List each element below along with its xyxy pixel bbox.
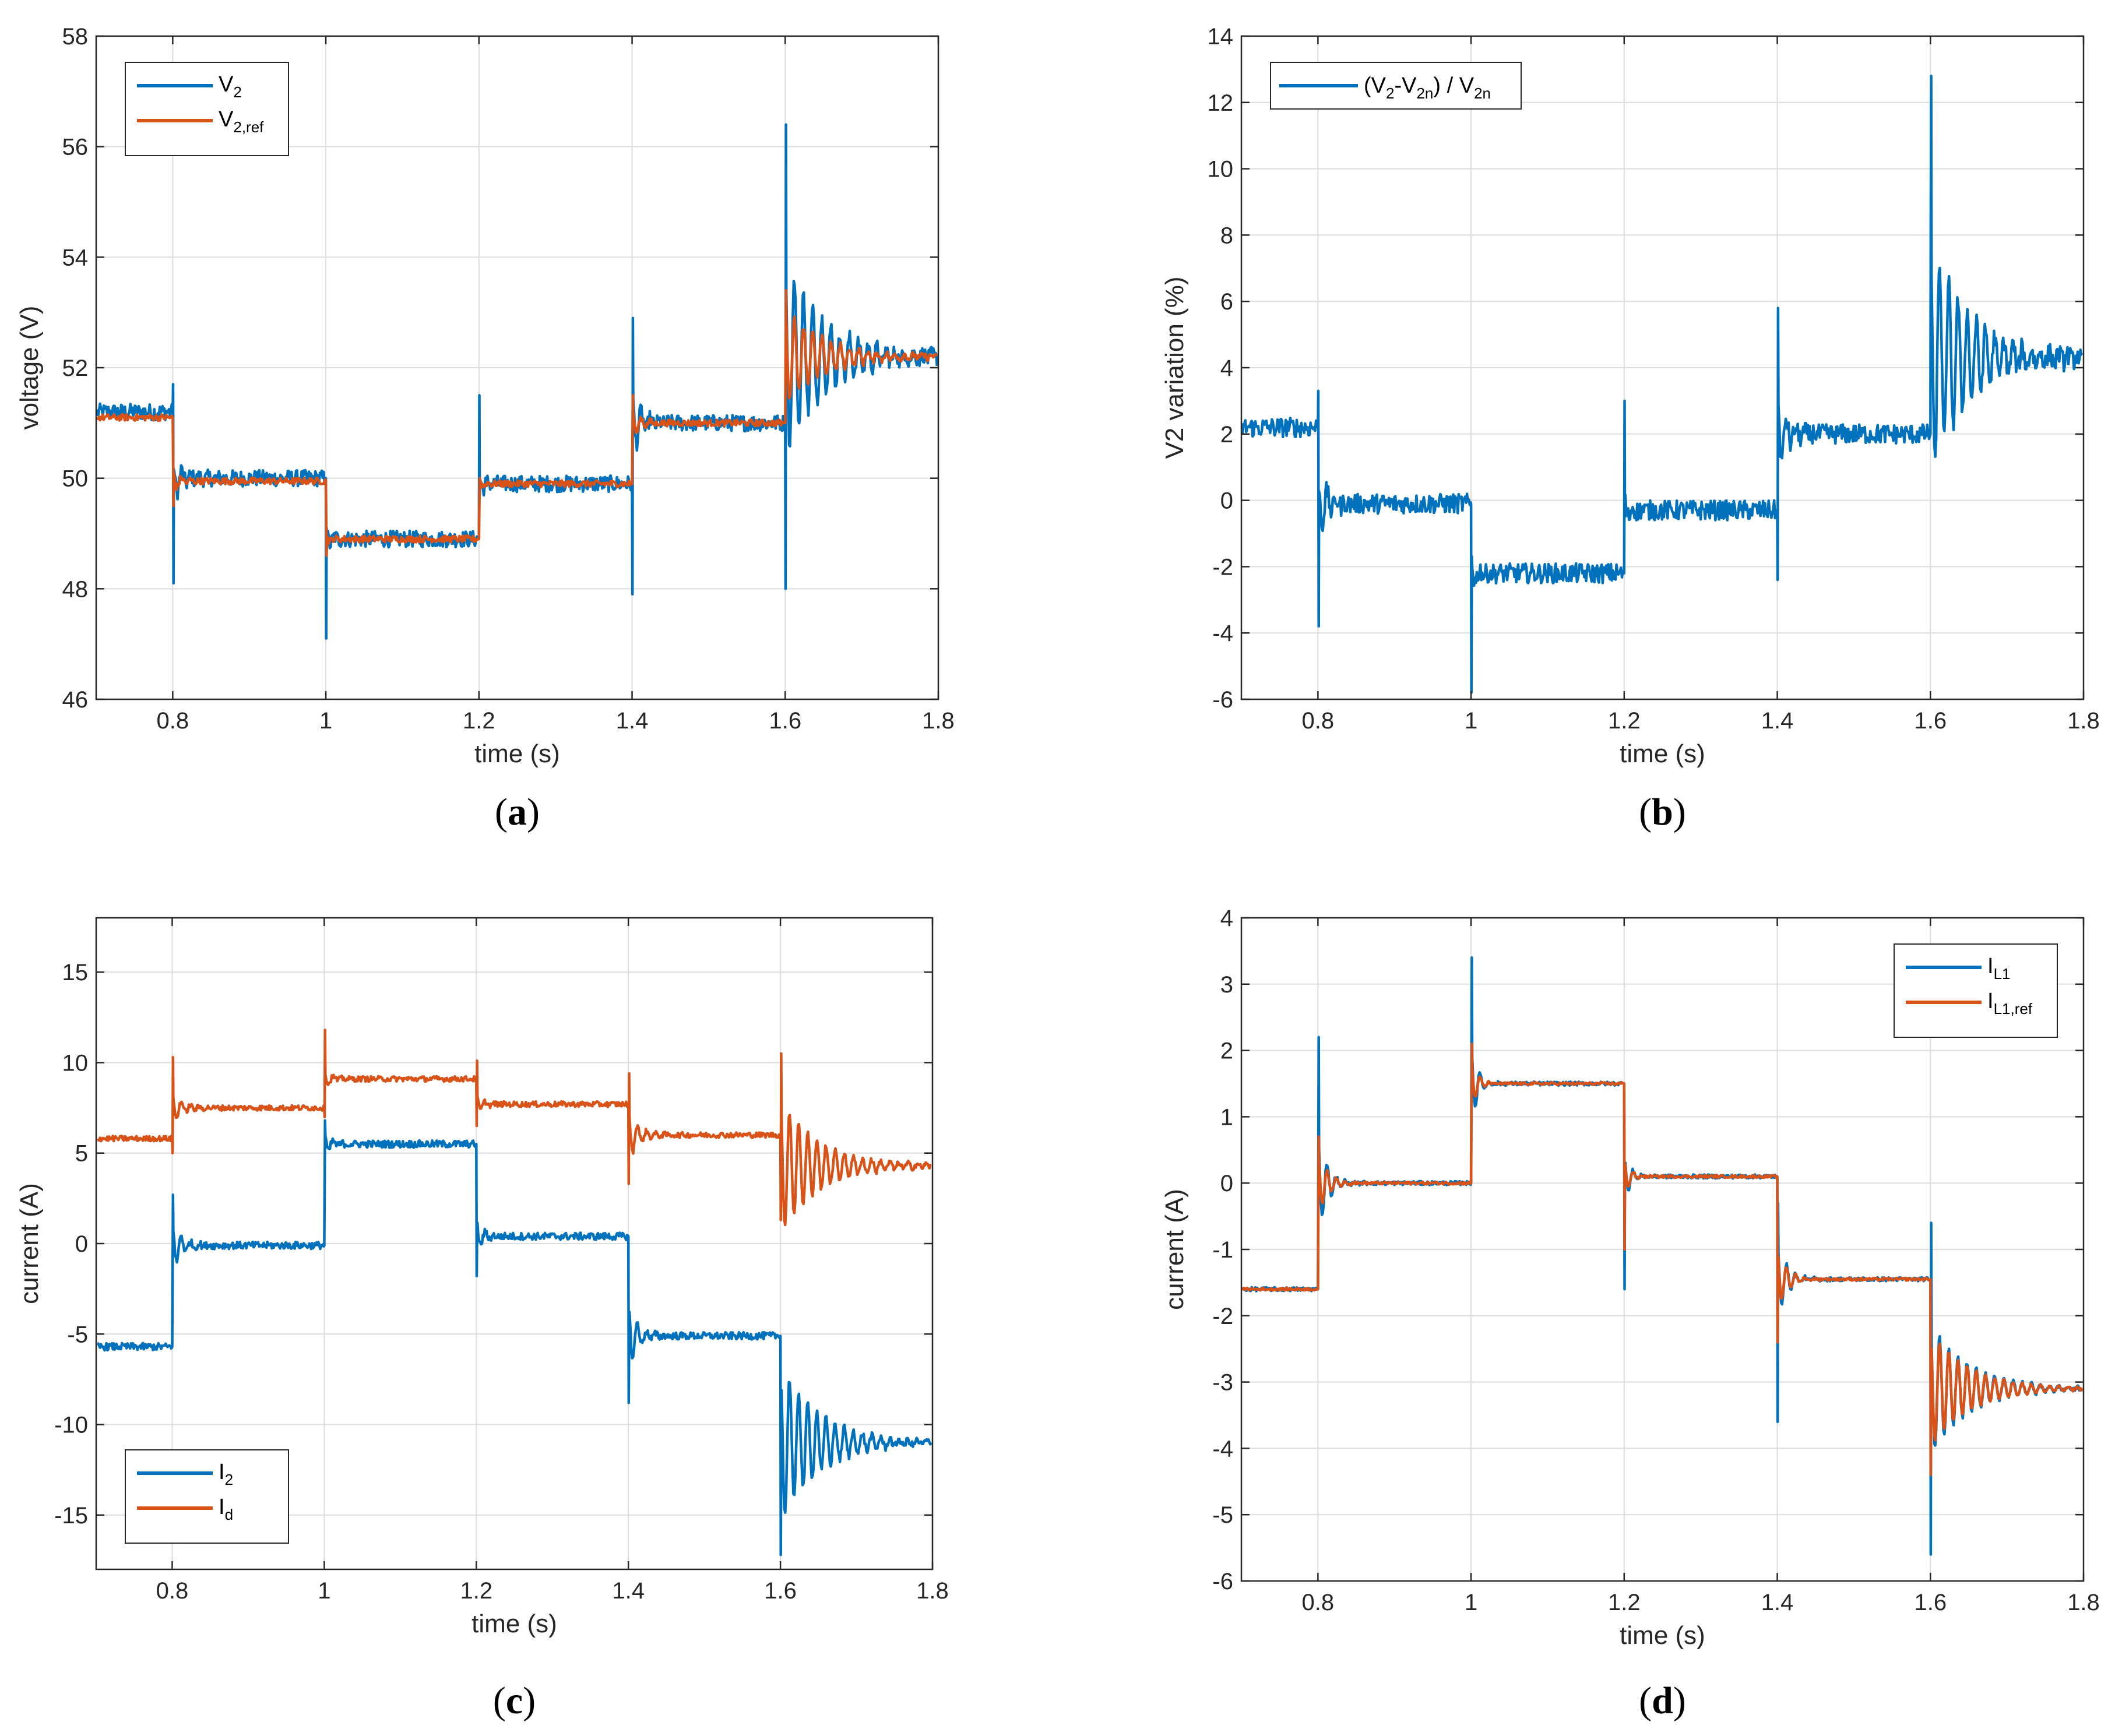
x-tick-label: 1.4 <box>612 1578 645 1604</box>
x-tick-label: 0.8 <box>1302 1590 1335 1615</box>
y-tick-label: 4 <box>1220 355 1233 381</box>
x-axis-label: time (s) <box>471 1610 557 1638</box>
x-axis-label: time (s) <box>474 740 560 768</box>
chart-d: 0.8 1 1.2 1.4 1.6 1.8 -6 -5 -4 -3 -2 -1 0 1 2 3 4 time (s… <box>1160 906 2100 1722</box>
y-tick-label: -4 <box>1212 621 1233 646</box>
x-tick-label: 1.2 <box>463 708 495 734</box>
x-tick-label: 1.2 <box>460 1578 492 1604</box>
x-tick-label: 0.8 <box>1302 708 1335 734</box>
panel-label: (c) <box>493 1679 536 1722</box>
y-tick-label: 54 <box>62 245 89 270</box>
legend-label-2: IL1,ref <box>1987 989 2033 1017</box>
y-axis-label: current (A) <box>1160 1189 1189 1310</box>
y-tick-label: -6 <box>1212 687 1233 713</box>
y-tick-label: 10 <box>1208 157 1234 182</box>
legend: I2 Id <box>125 1449 289 1544</box>
series-line-2 <box>96 288 938 557</box>
x-tick-label: 1 <box>1465 708 1477 734</box>
y-tick-label: 58 <box>62 24 89 50</box>
y-tick-label: 5 <box>75 1141 88 1167</box>
y-tick-label: 15 <box>62 960 89 985</box>
x-axis-label: time (s) <box>1620 740 1705 768</box>
chart-a: 0.8 1 1.2 1.4 1.6 1.8 46 48 50 52 54 56 58 time (s) vo… <box>15 24 955 833</box>
x-tick-label: 1.4 <box>616 708 649 734</box>
legend-box <box>125 1449 289 1544</box>
x-tick-label: 1.4 <box>1761 1590 1794 1615</box>
y-axis-label: V2 variation (%) <box>1160 276 1189 459</box>
x-tick-label: 1.2 <box>1608 1590 1641 1615</box>
chart-c: 0.8 1 1.2 1.4 1.6 1.8 -15 -10 -5 0 5 10 15 time (s) cu… <box>15 917 949 1722</box>
x-tick-label: 1.6 <box>1914 1590 1947 1615</box>
panel-label: (b) <box>1639 791 1686 833</box>
y-tick-label: 2 <box>1220 1038 1233 1064</box>
y-tick-label: -5 <box>1212 1502 1233 1528</box>
chart-b: 0.8 1 1.2 1.4 1.6 1.8 -6 -4 -2 0 2 4 6 8 10 12 14 time (s… <box>1160 24 2100 833</box>
y-tick-label: 0 <box>75 1231 88 1257</box>
y-tick-label: 46 <box>62 687 89 713</box>
x-tick-label: 1.8 <box>916 1578 949 1604</box>
x-tick-label: 1.4 <box>1761 708 1794 734</box>
x-tick-label: 1.8 <box>922 708 955 734</box>
y-tick-label: 6 <box>1220 289 1233 315</box>
legend-label-2: V2,ref <box>219 107 264 136</box>
y-tick-label: 14 <box>1208 24 1234 50</box>
series-line-2 <box>97 1029 932 1227</box>
y-tick-label: -4 <box>1212 1436 1233 1462</box>
x-tick-label: 1.6 <box>1914 708 1947 734</box>
y-tick-label: -2 <box>1212 554 1233 580</box>
panel-label: (d) <box>1639 1679 1686 1722</box>
legend-label-1: V2 <box>219 72 242 101</box>
panel-label: (a) <box>495 791 540 833</box>
legend-label: (V2-V2n) / V2n <box>1364 73 1491 102</box>
y-tick-label: 2 <box>1220 422 1233 448</box>
x-tick-label: 0.8 <box>156 1578 189 1604</box>
y-tick-label: 50 <box>62 466 89 492</box>
series-line-1 <box>1241 75 2084 694</box>
y-tick-label: 8 <box>1220 223 1233 248</box>
x-tick-label: 1.8 <box>2067 708 2100 734</box>
y-tick-label: 4 <box>1220 906 1233 931</box>
y-tick-label: -2 <box>1212 1304 1233 1329</box>
y-tick-label: -6 <box>1212 1569 1233 1594</box>
legend: (V2-V2n) / V2n(V2-V2n) / V2n <box>1270 62 1522 110</box>
y-tick-label: 12 <box>1208 90 1234 116</box>
y-tick-label: 48 <box>62 576 89 602</box>
y-tick-label: 0 <box>1220 488 1233 514</box>
legend-label-2: Id <box>219 1495 233 1523</box>
x-tick-label: 1.2 <box>1608 708 1641 734</box>
x-tick-label: 1 <box>319 708 332 734</box>
y-tick-label: -1 <box>1212 1237 1233 1263</box>
y-tick-label: -10 <box>54 1413 88 1438</box>
legend-label-1: IL1 <box>1987 954 2010 983</box>
x-tick-label: 1.6 <box>764 1578 797 1604</box>
x-axis-label: time (s) <box>1620 1621 1705 1650</box>
y-tick-label: -5 <box>67 1322 88 1347</box>
series-line-2 <box>1241 1042 2084 1477</box>
legend: V2 V2,ref <box>125 62 289 156</box>
y-tick-label: 0 <box>1220 1171 1233 1196</box>
y-tick-label: -15 <box>54 1503 88 1529</box>
x-tick-label: 0.8 <box>157 708 189 734</box>
legend-box <box>125 62 289 156</box>
series-line-1 <box>97 1119 932 1557</box>
y-tick-label: 10 <box>62 1050 89 1076</box>
x-tick-label: 1.8 <box>2067 1590 2100 1615</box>
x-tick-label: 1.6 <box>769 708 801 734</box>
x-tick-label: 1 <box>318 1578 330 1604</box>
y-tick-label: 52 <box>62 355 89 381</box>
legend-label-1: I2 <box>219 1460 233 1488</box>
y-tick-label: -3 <box>1212 1370 1233 1396</box>
y-tick-label: 56 <box>62 135 89 160</box>
legend-box <box>1894 943 2058 1038</box>
y-tick-label: 1 <box>1220 1104 1233 1130</box>
legend: IL1 IL1,ref <box>1894 943 2058 1038</box>
y-tick-label: 3 <box>1220 972 1233 998</box>
y-axis-label: current (A) <box>15 1183 44 1304</box>
y-axis-label: voltage (V) <box>15 306 44 430</box>
x-tick-label: 1 <box>1465 1590 1477 1615</box>
